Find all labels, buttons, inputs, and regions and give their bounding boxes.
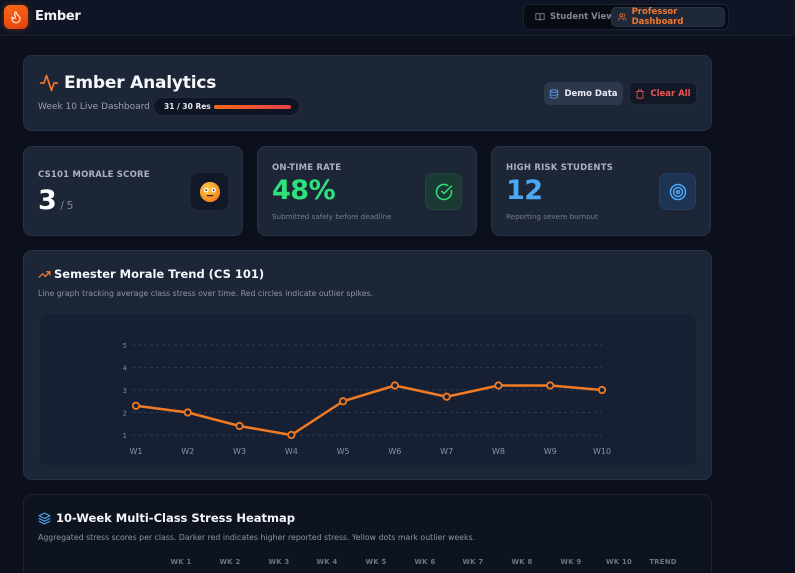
- target-icon-box: [659, 173, 696, 210]
- column-header: WK 5: [365, 558, 387, 566]
- responses-pill: 31 / 30 Res: [153, 97, 300, 116]
- data-point[interactable]: [390, 381, 399, 390]
- stress-heatmap-panel: 10-Week Multi-Class Stress Heatmap Aggre…: [23, 494, 712, 573]
- column-header: WK 10: [605, 558, 633, 566]
- column-header: WK 7: [462, 558, 484, 566]
- check-icon-box: [425, 173, 462, 210]
- on-time-rate-card: ON-TIME RATE 48% Submitted safely before…: [257, 146, 477, 236]
- check-circle-icon: [435, 183, 452, 200]
- neutral-face-icon: [199, 181, 220, 202]
- column-header: WK 9: [560, 558, 582, 566]
- card-label: CS101 MORALE SCORE: [38, 170, 150, 180]
- clear-all-button[interactable]: Clear All: [629, 82, 697, 105]
- y-tick-label: 5: [123, 342, 127, 350]
- line-chart-svg: 1 2 3 4 5 W1 W2 W3 W4 W5 W6 W7 W8 W9 W10: [123, 342, 612, 456]
- data-point[interactable]: [235, 421, 244, 431]
- student-view-button[interactable]: Student View: [529, 7, 620, 27]
- column-header: WK 6: [414, 558, 436, 566]
- trash-icon: [636, 88, 645, 99]
- heatmap-title: 10-Week Multi-Class Stress Heatmap: [56, 511, 296, 525]
- column-header: WK 1: [170, 558, 192, 566]
- score-unit: / 5: [60, 199, 73, 212]
- brand-name: Ember: [35, 9, 81, 24]
- demo-data-button[interactable]: Demo Data: [544, 82, 623, 105]
- book-icon: [535, 13, 545, 21]
- x-tick-label: W6: [388, 447, 401, 456]
- x-tick-label: W2: [181, 447, 194, 456]
- column-header: TREND: [649, 558, 677, 566]
- database-icon: [550, 88, 559, 99]
- dashboard-subtitle: Week 10 Live Dashboard: [38, 102, 150, 112]
- responses-count: 31 / 30 Res: [164, 102, 211, 111]
- page-title: Ember Analytics: [64, 73, 217, 93]
- morale-emoji-box: [191, 173, 228, 210]
- trend-line: [135, 384, 603, 437]
- trend-title: Semester Morale Trend (CS 101): [54, 267, 265, 281]
- y-tick-label: 3: [123, 387, 127, 395]
- data-point[interactable]: [597, 385, 607, 395]
- x-tick-label: W1: [130, 447, 143, 456]
- data-point[interactable]: [442, 392, 451, 401]
- data-point[interactable]: [287, 430, 296, 440]
- x-tick-label: W10: [593, 447, 611, 456]
- y-tick-label: 4: [123, 365, 128, 373]
- top-nav: Ember Student View Professor Dashboard: [0, 0, 795, 36]
- student-view-label: Student View: [550, 12, 615, 22]
- logo[interactable]: [4, 5, 28, 29]
- professor-dashboard-label: Professor Dashboard: [631, 7, 684, 27]
- layers-icon: [38, 512, 51, 525]
- x-tick-label: W8: [492, 447, 505, 456]
- users-icon: [618, 13, 627, 21]
- card-label: ON-TIME RATE: [272, 163, 342, 173]
- trend-description: Line graph tracking average class stress…: [38, 289, 374, 298]
- card-subtitle: Reporting severe burnout: [506, 212, 598, 221]
- line-chart: 1 2 3 4 5 W1 W2 W3 W4 W5 W6 W7 W8 W9 W10: [39, 313, 697, 466]
- view-toggle: Student View Professor Dashboard: [523, 4, 729, 30]
- card-label: HIGH RISK STUDENTS: [506, 163, 614, 173]
- card-subtitle: Submitted safely before deadline: [272, 212, 392, 221]
- data-point[interactable]: [339, 397, 348, 406]
- x-tick-label: W4: [285, 447, 298, 456]
- demo-data-label: Demo Data: [564, 88, 618, 99]
- x-tick-label: W3: [233, 447, 246, 456]
- data-point[interactable]: [546, 381, 555, 390]
- activity-pulse-icon: [39, 74, 59, 92]
- score-number: 3: [38, 185, 57, 216]
- heatmap-description: Aggregated stress scores per class. Dark…: [38, 533, 476, 542]
- high-risk-students-card: HIGH RISK STUDENTS 12 Reporting severe b…: [491, 146, 711, 236]
- morale-trend-panel: Semester Morale Trend (CS 101) Line grap…: [23, 250, 712, 480]
- y-tick-label: 1: [123, 432, 127, 440]
- column-header: WK 8: [511, 558, 533, 566]
- responses-progress-bar: [214, 105, 291, 109]
- target-icon: [669, 183, 686, 200]
- flame-icon: [11, 11, 21, 24]
- data-point[interactable]: [494, 381, 503, 390]
- professor-dashboard-button[interactable]: Professor Dashboard: [611, 7, 725, 27]
- morale-score-value: 3/ 5: [38, 185, 73, 216]
- morale-score-card: CS101 MORALE SCORE 3/ 5: [23, 146, 243, 236]
- high-risk-value: 12: [506, 175, 543, 206]
- analytics-header-panel: Ember Analytics Week 10 Live Dashboard 3…: [23, 55, 712, 131]
- column-header: WK 2: [219, 558, 241, 566]
- column-header: WK 3: [268, 558, 290, 566]
- y-tick-label: 2: [123, 410, 127, 418]
- data-point[interactable]: [183, 408, 192, 417]
- x-tick-label: W5: [337, 447, 350, 456]
- x-tick-label: W9: [544, 447, 557, 456]
- trending-up-icon: [38, 271, 51, 278]
- x-tick-label: W7: [440, 447, 453, 456]
- data-point[interactable]: [131, 401, 141, 410]
- column-header: WK 4: [316, 558, 338, 566]
- on-time-rate-value: 48%: [272, 175, 336, 206]
- clear-all-label: Clear All: [650, 88, 691, 99]
